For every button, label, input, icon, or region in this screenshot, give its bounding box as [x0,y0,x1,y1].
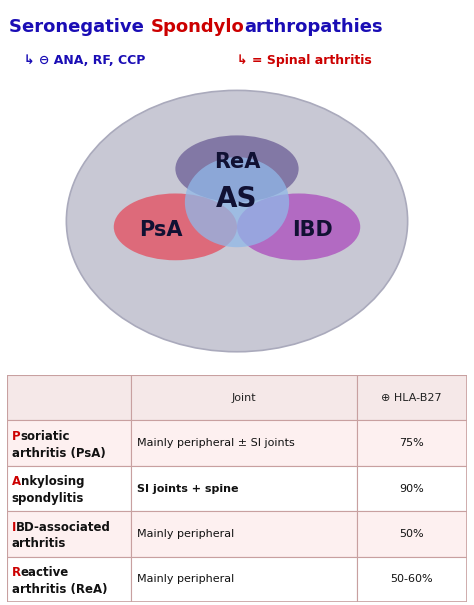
Bar [131,466,356,511]
Text: Spondylo: Spondylo [151,18,245,36]
Text: R: R [12,566,21,579]
Text: P: P [12,430,20,443]
Bar [7,420,131,466]
Bar [131,375,356,420]
Text: 90%: 90% [399,483,424,494]
Bar [356,420,467,466]
Bar [7,557,131,602]
Text: AS: AS [216,185,258,214]
Bar [7,375,131,420]
Bar [7,511,131,557]
Ellipse shape [66,90,408,352]
Bar [131,420,356,466]
Text: I: I [12,521,16,534]
Text: Mainly peripheral: Mainly peripheral [137,574,234,584]
Text: ↳ = Spinal arthritis: ↳ = Spinal arthritis [237,54,372,67]
Ellipse shape [237,194,360,260]
Text: IBD: IBD [292,220,333,240]
Text: 50%: 50% [400,529,424,539]
Text: 50-60%: 50-60% [391,574,433,584]
Text: 75%: 75% [399,438,424,448]
Ellipse shape [175,136,299,202]
Text: Mainly peripheral: Mainly peripheral [137,529,234,539]
Text: spondylitis: spondylitis [12,492,84,505]
Text: Mainly peripheral ± SI joints: Mainly peripheral ± SI joints [137,438,294,448]
Bar [356,466,467,511]
Text: BD-associated: BD-associated [16,521,111,534]
Text: ⊕ HLA-B27: ⊕ HLA-B27 [382,393,442,403]
Ellipse shape [114,194,237,260]
Text: ReA: ReA [214,151,260,172]
Text: ↳ ⊖ ANA, RF, CCP: ↳ ⊖ ANA, RF, CCP [24,54,145,67]
Text: eactive: eactive [21,566,69,579]
Bar [356,511,467,557]
Text: soriatic: soriatic [20,430,70,443]
Bar [131,557,356,602]
Text: A: A [12,476,21,488]
Text: SI joints + spine: SI joints + spine [137,483,238,494]
Bar [131,511,356,557]
Bar [356,557,467,602]
Bar [7,466,131,511]
Text: Joint: Joint [232,393,256,403]
Ellipse shape [185,157,289,247]
Text: arthritis: arthritis [12,537,66,551]
Text: nkylosing: nkylosing [21,476,84,488]
Text: arthropathies: arthropathies [245,18,383,36]
Text: arthritis (PsA): arthritis (PsA) [12,446,105,460]
Bar [356,375,467,420]
Text: Seronegative: Seronegative [9,18,151,36]
Text: arthritis (ReA): arthritis (ReA) [12,583,107,596]
Text: PsA: PsA [139,220,183,240]
